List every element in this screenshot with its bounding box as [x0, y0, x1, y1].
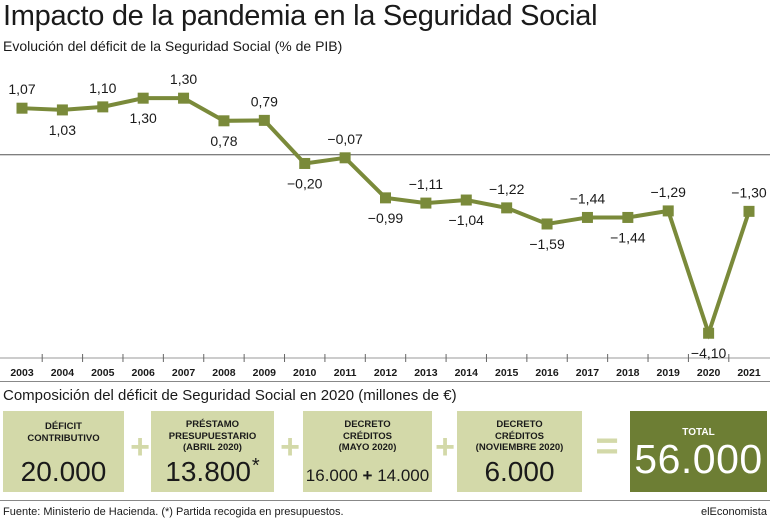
- footer-divider: [0, 500, 770, 501]
- box-label: DECRETO CRÉDITOS (MAYO 2020): [338, 419, 397, 453]
- data-point: [460, 194, 472, 206]
- data-label: −4,10: [691, 345, 727, 361]
- data-point: [380, 192, 391, 204]
- data-point: [541, 218, 553, 230]
- value-b: 14.000: [377, 466, 430, 485]
- x-tick-label: 2014: [455, 367, 479, 379]
- x-tick-label: 2003: [10, 367, 34, 379]
- plus-operator: +: [130, 428, 150, 466]
- x-tick-label: 2004: [51, 367, 75, 379]
- total-label: TOTAL: [682, 427, 715, 438]
- composition-title: Composición del déficit de Seguridad Soc…: [3, 387, 457, 404]
- box-deficit-contributivo: DÉFICIT CONTRIBUTIVO 20.000: [3, 411, 124, 492]
- data-label: −1,29: [651, 184, 687, 200]
- box-value: 6.000: [484, 456, 555, 487]
- chart-subtitle: Evolución del déficit de la Seguridad So…: [3, 38, 343, 54]
- data-label: −1,44: [610, 229, 646, 245]
- x-tick-label: 2008: [212, 367, 236, 379]
- brand-logo: elEconomista: [700, 506, 767, 518]
- x-tick-label: 2011: [334, 367, 357, 379]
- data-label: 1,30: [170, 71, 197, 87]
- data-point: [178, 92, 190, 104]
- box-decreto-mayo: DECRETO CRÉDITOS (MAYO 2020) 16.000 + 14…: [303, 411, 432, 492]
- box-label: PRÉSTAMO PRESUPUESTARIO (ABRIL 2020): [168, 419, 257, 453]
- data-label: 1,30: [130, 110, 157, 126]
- data-label: −0,99: [368, 210, 404, 226]
- data-point: [662, 205, 674, 217]
- data-point: [622, 211, 634, 223]
- box-label: DECRETO CRÉDITOS (NOVIEMBRE 2020): [475, 419, 564, 453]
- data-label: −1,59: [529, 236, 565, 252]
- plus-operator: +: [280, 428, 300, 466]
- data-label: 0,78: [210, 133, 237, 149]
- box-value: 13.800*: [151, 455, 274, 488]
- data-point: [56, 104, 68, 116]
- source-note: Fuente: Ministerio de Hacienda. (*) Part…: [3, 506, 344, 518]
- total-box: TOTAL 56.000: [630, 411, 767, 492]
- x-tick-label: 2019: [657, 367, 681, 379]
- data-label: 1,03: [49, 122, 76, 138]
- box-prestamo: PRÉSTAMO PRESUPUESTARIO (ABRIL 2020) 13.…: [151, 411, 274, 492]
- data-label: −1,04: [449, 212, 485, 228]
- data-point: [137, 92, 149, 104]
- box-value: 20.000: [20, 456, 107, 487]
- box-value: 16.000 + 14.000: [303, 466, 432, 486]
- x-tick-label: 2007: [172, 367, 196, 379]
- data-point: [16, 102, 28, 114]
- data-point: [218, 115, 230, 127]
- data-label: −0,20: [287, 175, 323, 191]
- section-divider: [0, 381, 770, 382]
- data-label: −1,22: [489, 181, 525, 197]
- equals-operator: =: [595, 424, 619, 468]
- data-point: [299, 157, 311, 169]
- data-point: [420, 197, 432, 209]
- x-tick-label: 2018: [616, 367, 640, 379]
- data-point: [339, 152, 351, 164]
- box-label: DÉFICIT CONTRIBUTIVO: [27, 421, 100, 444]
- x-tick-label: 2015: [495, 367, 519, 379]
- x-tick-label: 2017: [576, 367, 600, 379]
- box-value-number: 13.800: [165, 456, 251, 487]
- x-tick-label: 2005: [91, 367, 115, 379]
- data-point: [501, 202, 513, 214]
- data-label: 1,10: [89, 80, 116, 96]
- data-label: −1,30: [731, 184, 767, 200]
- data-label: −1,11: [409, 176, 444, 192]
- x-tick-label: 2010: [293, 367, 317, 379]
- data-point: [581, 211, 593, 223]
- data-label: −1,44: [570, 190, 606, 206]
- plus-operator: +: [435, 428, 455, 466]
- total-value: 56.000: [634, 436, 763, 482]
- data-label: 0,79: [251, 93, 278, 109]
- footnote-mark: *: [251, 455, 260, 477]
- data-point: [743, 205, 755, 217]
- chart-title: Impacto de la pandemia en la Seguridad S…: [3, 0, 598, 32]
- deficit-line-chart: 2003 2004 2005 2006 2007 2008 2009 2010 2011 2012…: [0, 71, 770, 379]
- data-point: [703, 327, 715, 339]
- data-point: [258, 114, 270, 126]
- x-tick-label: 2013: [414, 367, 438, 379]
- data-label: 1,07: [8, 81, 35, 97]
- x-tick-label: 2012: [374, 367, 398, 379]
- x-tick-label: 2020: [697, 367, 721, 379]
- x-tick-label: 2016: [535, 367, 559, 379]
- x-tick-label: 2021: [737, 367, 761, 379]
- value-plus: +: [362, 466, 373, 485]
- x-tick-label: 2009: [253, 367, 277, 379]
- data-point: [97, 101, 109, 113]
- x-tick-label: 2006: [131, 367, 155, 379]
- data-label: −0,07: [327, 131, 363, 147]
- value-a: 16.000: [305, 466, 358, 485]
- box-decreto-noviembre: DECRETO CRÉDITOS (NOVIEMBRE 2020) 6.000: [457, 411, 582, 492]
